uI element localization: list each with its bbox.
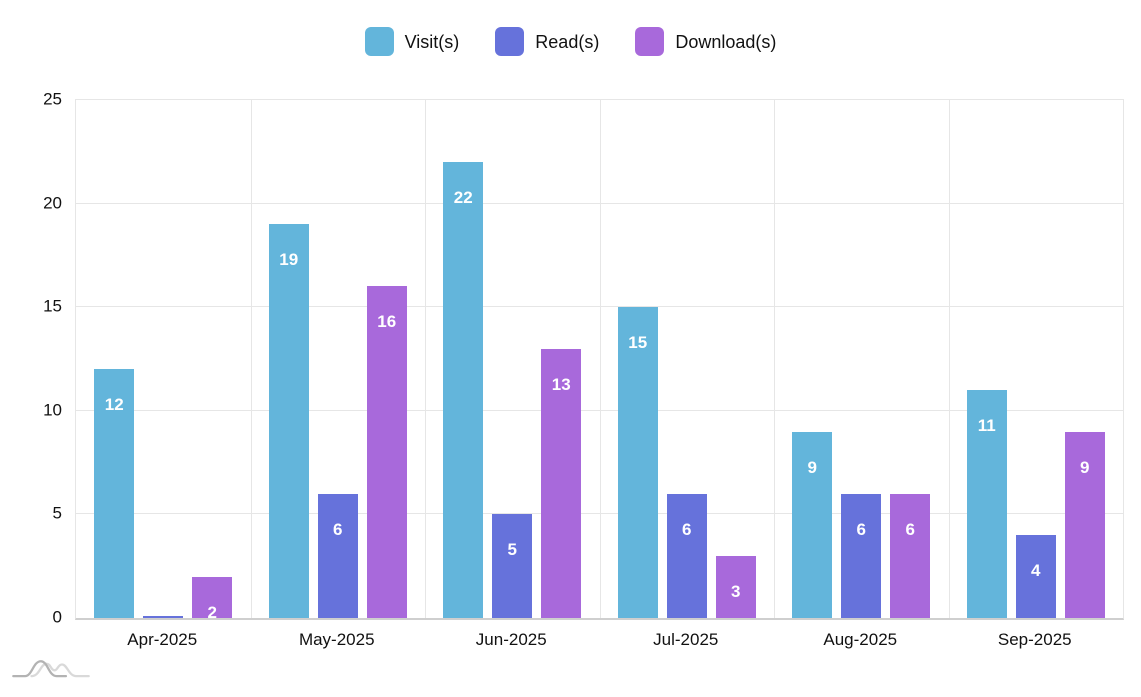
legend-item-label: Download(s) <box>675 31 777 52</box>
bar-download-s-may-2025[interactable]: 16 <box>366 286 407 618</box>
bar-value-label: 12 <box>104 395 124 415</box>
bar-visit-s-aug-2025[interactable]: 9 <box>792 431 833 618</box>
y-tick-label: 20 <box>43 193 62 213</box>
gridline-vertical <box>425 100 426 618</box>
bar-group-apr-2025: 12 0 2 <box>76 100 251 618</box>
bar-value-label: 6 <box>682 519 692 539</box>
anychart-watermark-logo[interactable] <box>12 656 90 682</box>
plot-area: 1202196162251315639661149 <box>75 99 1124 620</box>
bar-download-s-jun-2025[interactable]: 13 <box>541 348 582 618</box>
bar-value-label: 15 <box>628 333 648 353</box>
x-axis-label-jun-2025: Jun-2025 <box>475 630 547 649</box>
bar-visit-s-jul-2025[interactable]: 15 <box>617 307 658 618</box>
y-tick-label: 25 <box>43 89 62 109</box>
logo-back-curve <box>30 662 90 678</box>
gridline-vertical <box>250 100 252 618</box>
bar-group-aug-2025: 9 6 6 <box>774 100 949 618</box>
legend-color-swatch-icon <box>495 27 525 56</box>
bar-group-sep-2025: 11 4 9 <box>949 100 1124 618</box>
bar-value-label: 22 <box>453 188 473 208</box>
x-axis-label-aug-2025: Aug-2025 <box>823 630 898 649</box>
bar-group-jul-2025: 15 6 3 <box>600 100 775 618</box>
y-tick-label: 10 <box>43 400 62 420</box>
legend-item-read-s[interactable]: Read(s) <box>495 27 599 56</box>
bar-read-s-apr-2025[interactable]: 0 <box>143 616 184 618</box>
bar-value-label: 9 <box>1080 457 1090 477</box>
bar-group-jun-2025: 22 5 13 <box>425 100 600 618</box>
y-tick-label: 0 <box>52 607 62 627</box>
y-tick-label: 15 <box>43 296 62 316</box>
bar-read-s-sep-2025[interactable]: 4 <box>1015 535 1056 618</box>
bar-value-label: 6 <box>856 519 866 539</box>
bar-value-label: 11 <box>977 416 996 436</box>
bar-value-label: 16 <box>377 312 397 332</box>
gridline-vertical <box>948 100 950 618</box>
legend-item-visit-s[interactable]: Visit(s) <box>364 27 460 56</box>
legend-item-download-s[interactable]: Download(s) <box>635 27 776 56</box>
legend-item-label: Visit(s) <box>404 31 460 52</box>
legend: Visit(s) Read(s) Download(s) <box>0 27 1141 56</box>
bar-download-s-jul-2025[interactable]: 3 <box>715 555 756 618</box>
bar-value-label: 4 <box>1031 561 1041 581</box>
bar-download-s-apr-2025[interactable]: 2 <box>192 576 233 618</box>
bar-read-s-aug-2025[interactable]: 6 <box>841 493 882 618</box>
y-tick-label: 5 <box>52 503 62 523</box>
x-axis-label-jul-2025: Jul-2025 <box>653 630 719 649</box>
bar-read-s-may-2025[interactable]: 6 <box>317 493 358 618</box>
gridline-vertical <box>599 100 601 618</box>
bar-download-s-sep-2025[interactable]: 9 <box>1064 431 1105 618</box>
x-axis-label-sep-2025: Sep-2025 <box>997 630 1072 649</box>
y-axis: 0 5 10 15 20 25 <box>0 91 62 626</box>
bar-group-may-2025: 19 6 16 <box>251 100 426 618</box>
x-axis-label-may-2025: May-2025 <box>298 630 375 649</box>
x-axis-label-apr-2025: Apr-2025 <box>127 630 198 649</box>
legend-item-label: Read(s) <box>535 31 600 52</box>
logo-front-curve <box>12 660 68 678</box>
bar-read-s-jul-2025[interactable]: 6 <box>666 493 707 618</box>
bar-download-s-aug-2025[interactable]: 6 <box>890 493 931 618</box>
bar-value-label: 5 <box>507 540 517 560</box>
bar-value-label: 13 <box>551 374 571 394</box>
bar-read-s-jun-2025[interactable]: 5 <box>492 514 533 618</box>
bar-value-label: 6 <box>905 519 915 539</box>
legend-color-swatch-icon <box>635 27 665 56</box>
bar-visit-s-apr-2025[interactable]: 12 <box>94 369 135 618</box>
gridline-vertical <box>774 100 775 618</box>
bar-value-label: 9 <box>807 457 817 477</box>
legend-color-swatch-icon <box>364 27 394 56</box>
bar-value-label: 2 <box>207 602 217 620</box>
bar-value-label: 6 <box>333 519 343 539</box>
bar-visit-s-may-2025[interactable]: 19 <box>268 224 309 618</box>
bar-visit-s-sep-2025[interactable]: 11 <box>966 390 1007 618</box>
bar-value-label: 19 <box>279 250 299 270</box>
bar-visit-s-jun-2025[interactable]: 22 <box>443 162 484 618</box>
x-axis: Apr-2025 May-2025 Jun-2025 Jul-2025 Aug-2025… <box>75 630 1122 650</box>
bar-value-label: 3 <box>731 581 741 601</box>
